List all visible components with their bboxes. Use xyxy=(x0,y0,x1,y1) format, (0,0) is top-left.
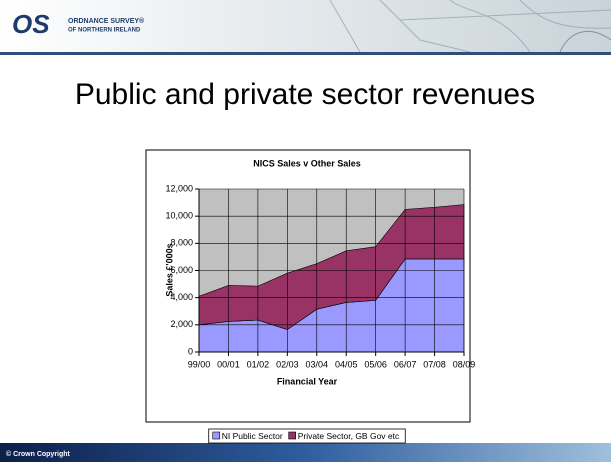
logo-mark: OS xyxy=(12,9,50,39)
legend xyxy=(208,428,406,444)
y-tick-label: 6,000 xyxy=(170,265,193,275)
legend-swatch xyxy=(212,431,221,440)
legend-label: NI Public Sector xyxy=(222,431,283,441)
legend-swatch xyxy=(288,431,296,440)
x-tick-label: 03/04 xyxy=(306,359,329,369)
y-tick-label: 10,000 xyxy=(165,211,193,221)
x-tick-label: 00/01 xyxy=(217,359,240,369)
x-tick-label: 08/09 xyxy=(453,359,476,369)
y-tick-label: 0 xyxy=(188,346,193,356)
header-band xyxy=(0,0,611,52)
x-axis-label: Financial Year xyxy=(277,376,338,386)
x-tick-label: 06/07 xyxy=(394,359,417,369)
chart-title: NICS Sales v Other Sales xyxy=(253,158,361,168)
y-tick-label: 8,000 xyxy=(170,238,193,248)
x-tick-label: 05/06 xyxy=(364,359,387,369)
x-tick-label: 02/03 xyxy=(276,359,299,369)
map-decoration xyxy=(329,0,611,53)
logo-line: OF NORTHERN IRELAND xyxy=(68,28,141,34)
legend-label: Private Sector, GB Gov etc xyxy=(298,431,400,441)
header-rule xyxy=(0,52,611,55)
footer: © Crown Copyright xyxy=(6,450,71,458)
logo-line: ORDNANCE SURVEY® xyxy=(68,17,145,25)
y-tick-label: 4,000 xyxy=(170,292,193,302)
x-tick-label: 07/08 xyxy=(423,359,446,369)
x-tick-label: 01/02 xyxy=(247,359,270,369)
y-tick-label: 12,000 xyxy=(165,183,193,193)
slide-title: Public and private sector revenues xyxy=(75,78,535,111)
y-tick-label: 2,000 xyxy=(170,319,193,329)
x-tick-label: 99/00 xyxy=(188,359,211,369)
y-axis-label: Sales £'000s xyxy=(164,243,174,296)
x-tick-label: 04/05 xyxy=(335,359,358,369)
footer-band xyxy=(0,443,611,462)
